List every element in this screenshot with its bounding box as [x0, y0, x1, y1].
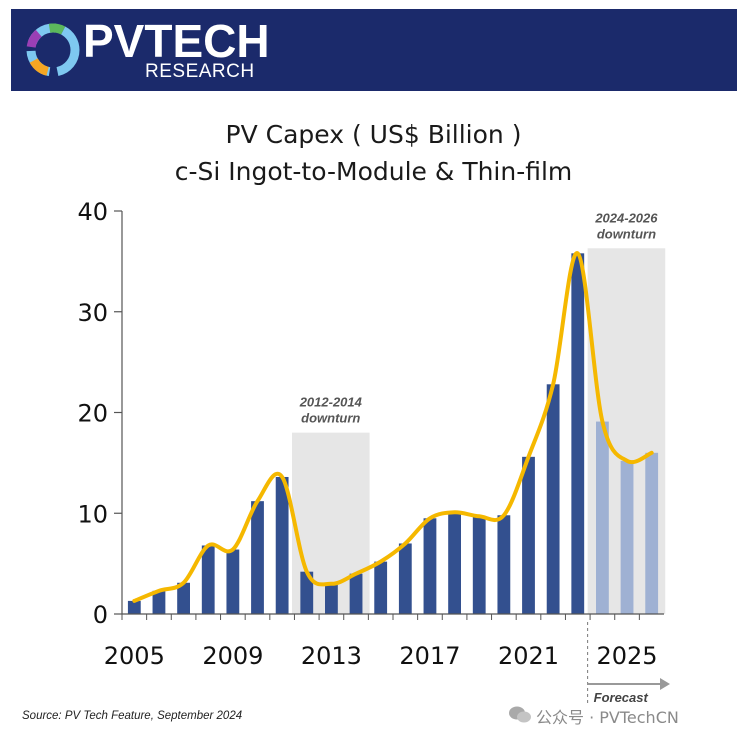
watermark-text: 公众号 · PVTechCN [536, 708, 679, 727]
bar [251, 501, 264, 614]
x-tick-label: 2005 [104, 642, 165, 670]
x-tick-label: 2021 [498, 642, 559, 670]
forecast-arrow-head [660, 678, 670, 690]
forecast-label: Forecast [594, 690, 649, 705]
bar [522, 456, 535, 614]
y-tick-label: 10 [77, 500, 108, 528]
chart-subtitle: c-Si Ingot-to-Module & Thin-film [174, 157, 573, 186]
y-tick-label: 30 [77, 299, 108, 327]
x-tick-label: 2025 [597, 642, 658, 670]
bar [152, 590, 166, 614]
bar [645, 452, 659, 614]
logo-subtitle: RESEARCH [145, 61, 255, 82]
pvtech-logo-icon [26, 23, 80, 77]
bar [423, 518, 437, 614]
x-tick-label: 2009 [202, 642, 263, 670]
bar [497, 515, 511, 614]
y-tick-label: 0 [93, 601, 108, 629]
bar [325, 583, 338, 614]
bar [300, 571, 314, 614]
bar [349, 573, 363, 614]
bar [374, 561, 388, 614]
chart-title: PV Capex ( US$ Billion ) [225, 120, 522, 149]
y-tick-label: 20 [77, 400, 108, 428]
x-tick-label: 2013 [301, 642, 362, 670]
bar [398, 543, 412, 614]
logo-pv: PV [83, 15, 145, 67]
x-tick-label: 2017 [399, 642, 460, 670]
y-tick-label: 40 [77, 198, 108, 226]
bar [275, 476, 289, 614]
bar [571, 253, 585, 614]
shaded-period-label-bottom: downturn [597, 226, 656, 241]
bar [127, 600, 141, 614]
logo-wordmark: PVTECH [83, 15, 270, 67]
shaded-period-label-top: 2012-2014 [299, 395, 363, 410]
source-note: Source: PV Tech Feature, September 2024 [22, 710, 243, 722]
bar [448, 512, 461, 614]
wechat-icon [509, 706, 531, 723]
shaded-period-label-bottom: downturn [301, 411, 360, 426]
bar [472, 516, 486, 614]
bar [546, 384, 560, 614]
bar [226, 549, 240, 614]
bar [177, 582, 190, 614]
bar [201, 545, 215, 614]
logo-tech: TECH [144, 15, 270, 67]
bar [596, 421, 609, 614]
trend-line [132, 251, 654, 603]
bar [620, 460, 634, 614]
shaded-period-label-top: 2024-2026 [594, 210, 658, 225]
header-banner: PVTECH RESEARCH [11, 9, 737, 91]
